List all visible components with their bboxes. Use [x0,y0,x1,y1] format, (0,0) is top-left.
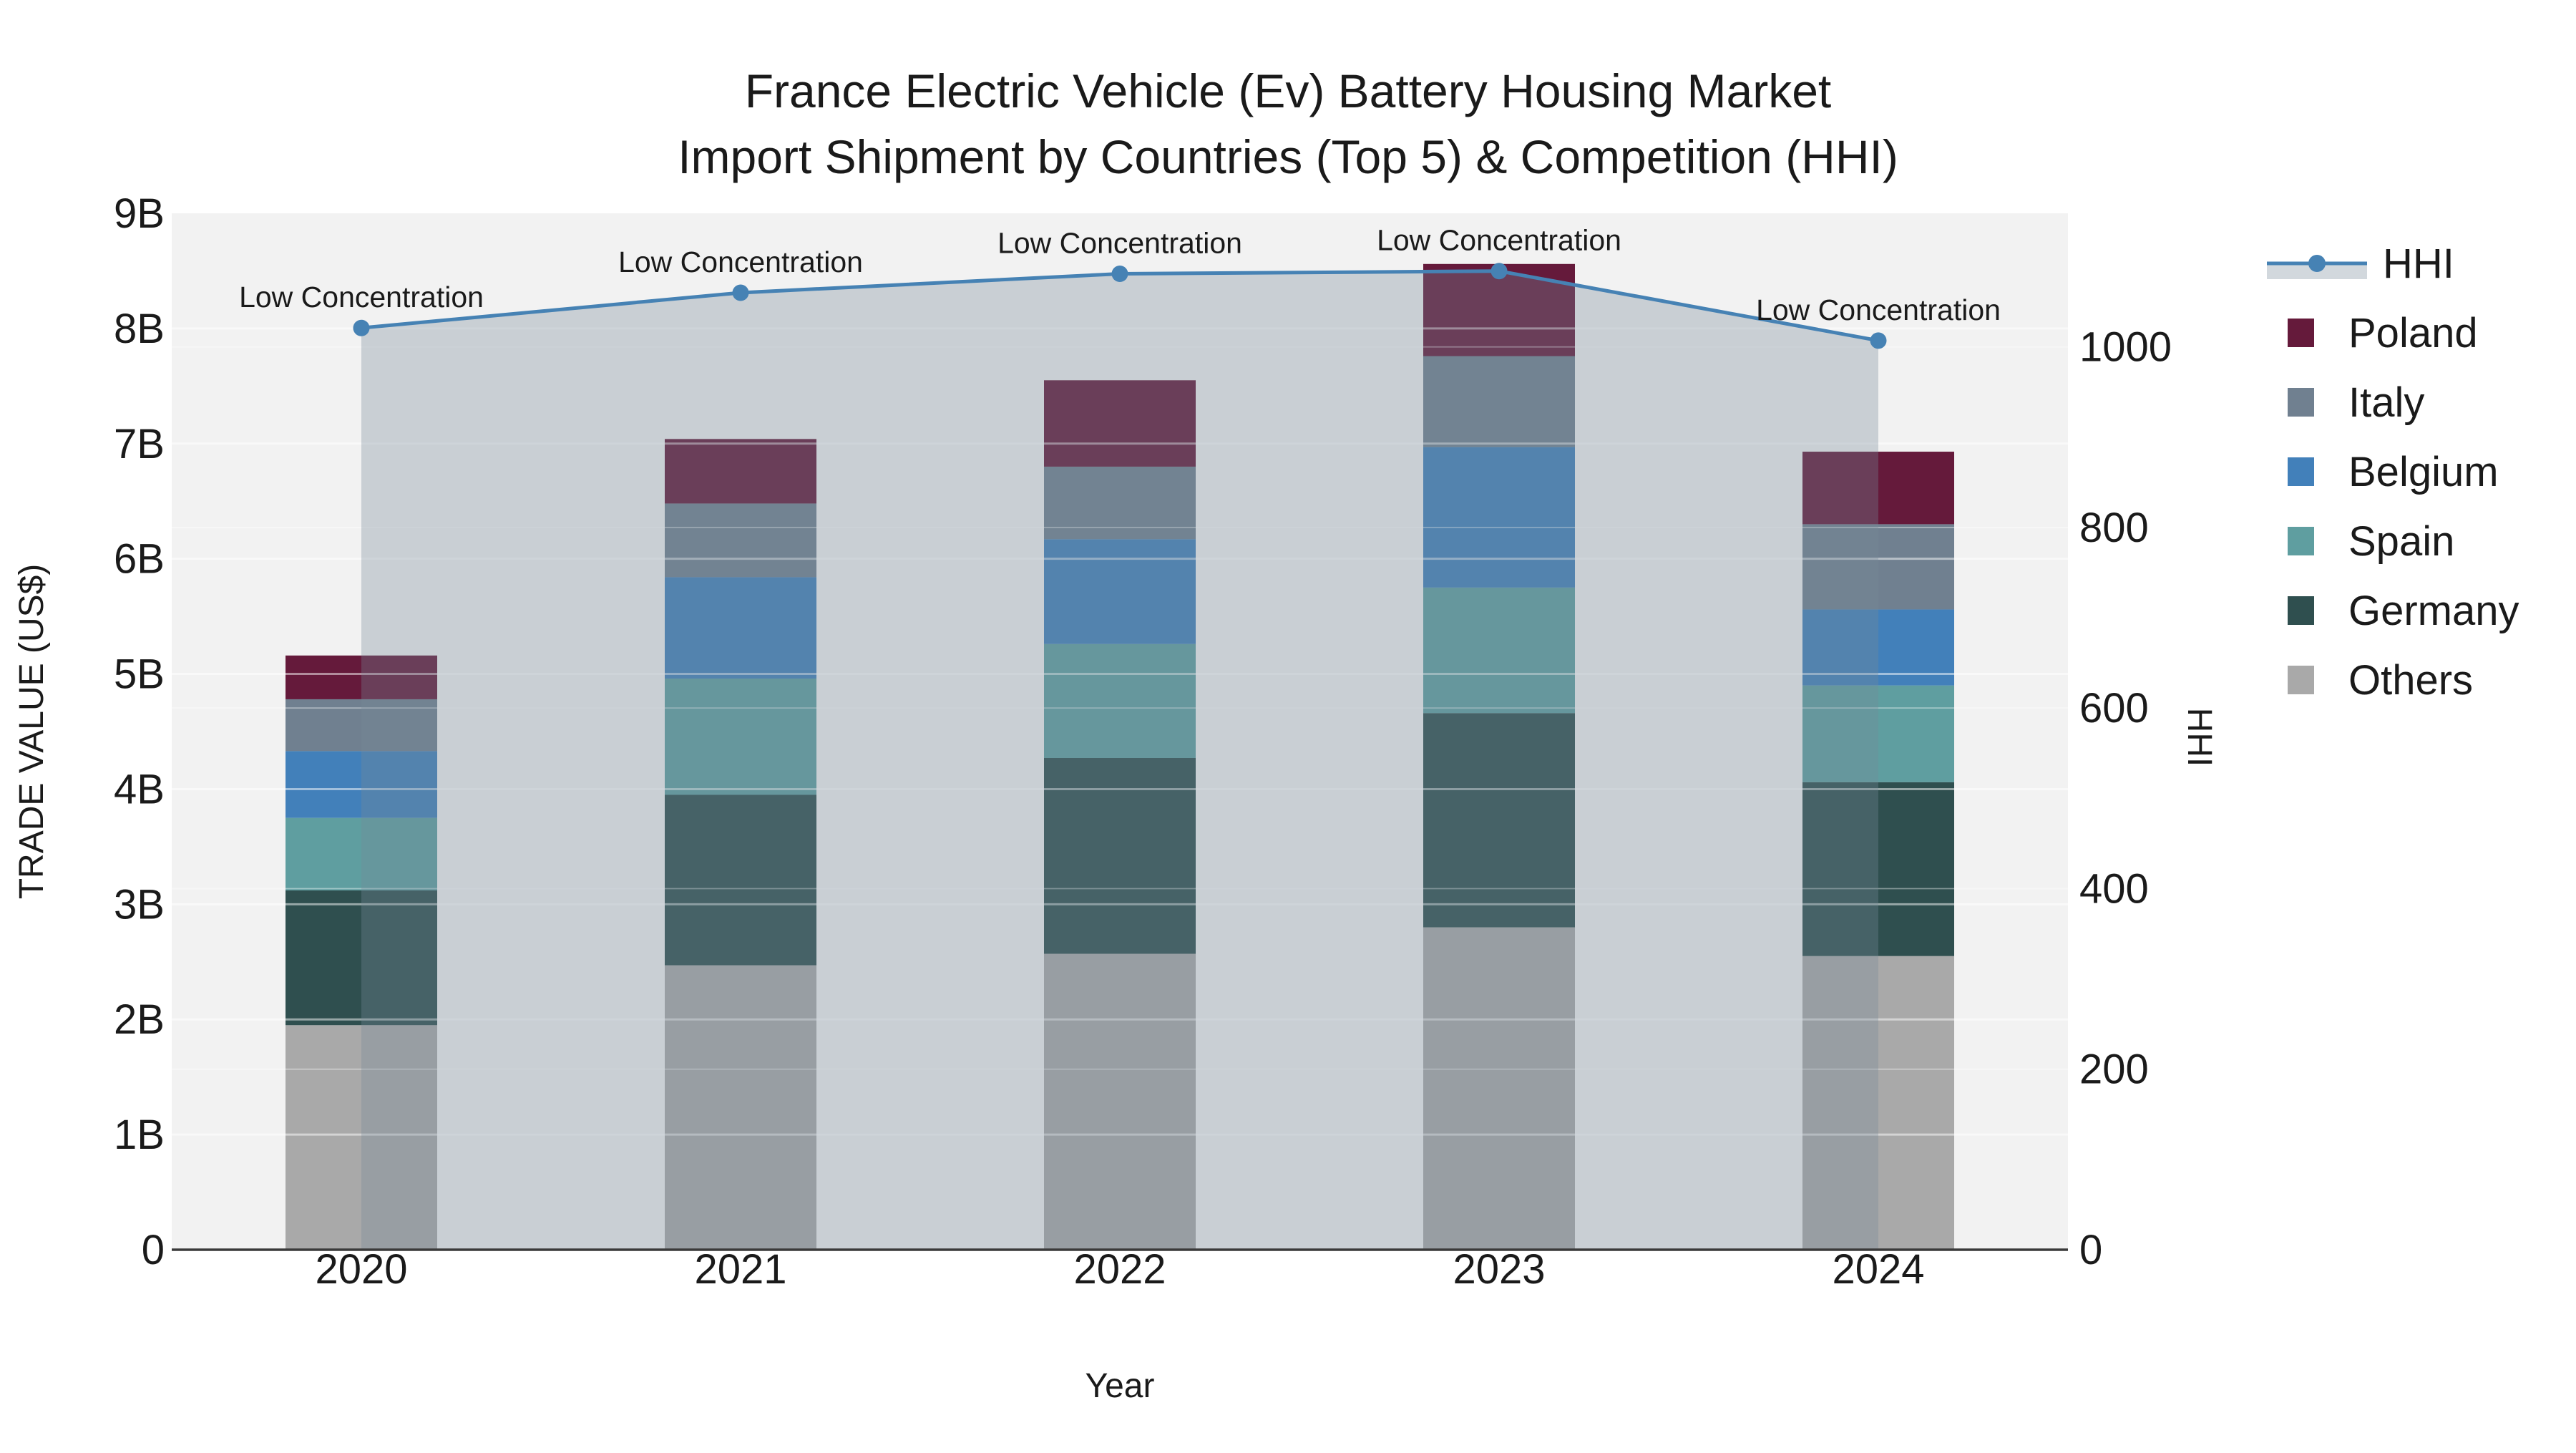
x-tick-label-2023: 2023 [1453,1246,1545,1293]
legend-swatch-belgium [2288,457,2314,486]
bar-segment-germany-2024 [1802,782,1954,956]
legend-item-belgium[interactable]: Belgium [2288,449,2499,495]
left-axis-title: TRADE VALUE (US$) [13,564,51,900]
legend-item-poland[interactable]: Poland [2288,310,2478,356]
bar-segment-belgium-2022 [1044,539,1196,644]
right-tick-label: 600 [2079,685,2149,732]
bar-segment-germany-2023 [1423,713,1575,928]
left-tick-label: 9B [114,190,165,237]
right-tick-label: 0 [2079,1227,2102,1273]
left-tick-label: 5B [114,651,165,698]
bar-segment-germany-2020 [286,890,437,1026]
left-tick-label: 3B [114,881,165,928]
annotation-low-concentration: Low Concentration [1377,224,1621,257]
right-tick-label: 400 [2079,865,2149,912]
bar-segment-germany-2022 [1044,758,1196,954]
chart-title-line1: France Electric Vehicle (Ev) Battery Hou… [745,64,1832,117]
x-tick-label-2022: 2022 [1073,1246,1166,1293]
annotation-low-concentration: Low Concentration [997,227,1242,260]
bar-segment-others-2022 [1044,953,1196,1250]
legend-label-belgium: Belgium [2348,449,2499,495]
legend-label-poland: Poland [2348,310,2478,356]
legend-swatch-others [2288,666,2314,694]
bar-segment-others-2023 [1423,927,1575,1250]
hhi-marker-2022 [1111,266,1128,283]
bar-segment-spain-2023 [1423,587,1575,714]
legend-label-italy: Italy [2348,379,2424,426]
legend-swatch-italy [2288,388,2314,417]
bar-segment-poland-2024 [1802,452,1954,525]
bar-segment-belgium-2020 [286,751,437,818]
bar-segment-others-2020 [286,1025,437,1250]
left-tick-label: 7B [114,421,165,467]
bar-segment-spain-2021 [665,678,816,795]
x-tick-label-2021: 2021 [694,1246,786,1293]
x-tick-label-2024: 2024 [1832,1246,1924,1293]
legend-label-germany: Germany [2348,588,2519,634]
chart-title-line2: Import Shipment by Countries (Top 5) & C… [678,130,1898,183]
chart-generated-layer: Low Concentration Low Concentration Low Co… [114,190,2519,1293]
legend-item-germany[interactable]: Germany [2288,588,2519,634]
x-axis-title: Year [1085,1367,1155,1405]
x-tick-label-2020: 2020 [315,1246,407,1293]
bar-segment-poland-2022 [1044,380,1196,467]
bar-segment-italy-2023 [1423,356,1575,447]
legend-item-hhi[interactable]: HHI [2267,240,2454,287]
hhi-marker-2020 [353,319,370,336]
hhi-area-fill [361,271,1878,1250]
hhi-marker-2024 [1870,332,1887,349]
legend-hhi-marker-swatch [2308,255,2326,272]
annotation-low-concentration: Low Concentration [239,281,484,314]
annotation-low-concentration: Low Concentration [1756,293,2001,326]
left-tick-label: 6B [114,536,165,583]
bar-segment-others-2021 [665,965,816,1250]
bar-segment-belgium-2023 [1423,447,1575,588]
legend-swatch-germany [2288,596,2314,625]
bar-segment-germany-2021 [665,794,816,966]
bar-segment-belgium-2021 [665,577,816,679]
legend-label-others: Others [2348,657,2473,704]
hhi-marker-2023 [1491,263,1508,280]
left-tick-label: 1B [114,1112,165,1158]
bar-segment-italy-2022 [1044,466,1196,540]
bar-segment-spain-2022 [1044,643,1196,759]
legend-item-italy[interactable]: Italy [2288,379,2424,426]
hhi-marker-2021 [732,284,749,301]
right-axis-title: HHI [2180,708,2218,767]
legend-item-others[interactable]: Others [2288,657,2473,704]
right-tick-label: 1000 [2079,324,2172,371]
legend-label-spain: Spain [2348,518,2454,565]
right-tick-label: 800 [2079,505,2149,551]
right-tick-label: 200 [2079,1046,2149,1093]
bar-segment-italy-2024 [1802,524,1954,610]
bar-segment-poland-2021 [665,439,816,504]
legend-item-spain[interactable]: Spain [2288,518,2454,565]
left-tick-label: 8B [114,306,165,352]
left-tick-label: 0 [142,1227,165,1273]
legend-swatch-poland [2288,319,2314,347]
legend-swatch-spain [2288,527,2314,555]
annotation-low-concentration: Low Concentration [618,246,863,278]
left-tick-label: 4B [114,766,165,812]
legend-label-hhi: HHI [2383,240,2454,287]
bar-segment-others-2024 [1802,956,1954,1250]
bar-segment-belgium-2024 [1802,609,1954,686]
bar-segment-poland-2020 [286,655,437,699]
left-tick-label: 2B [114,996,165,1043]
bar-segment-italy-2020 [286,699,437,752]
bar-segment-spain-2024 [1802,685,1954,782]
bar-segment-italy-2021 [665,503,816,578]
bar-segment-spain-2020 [286,817,437,891]
